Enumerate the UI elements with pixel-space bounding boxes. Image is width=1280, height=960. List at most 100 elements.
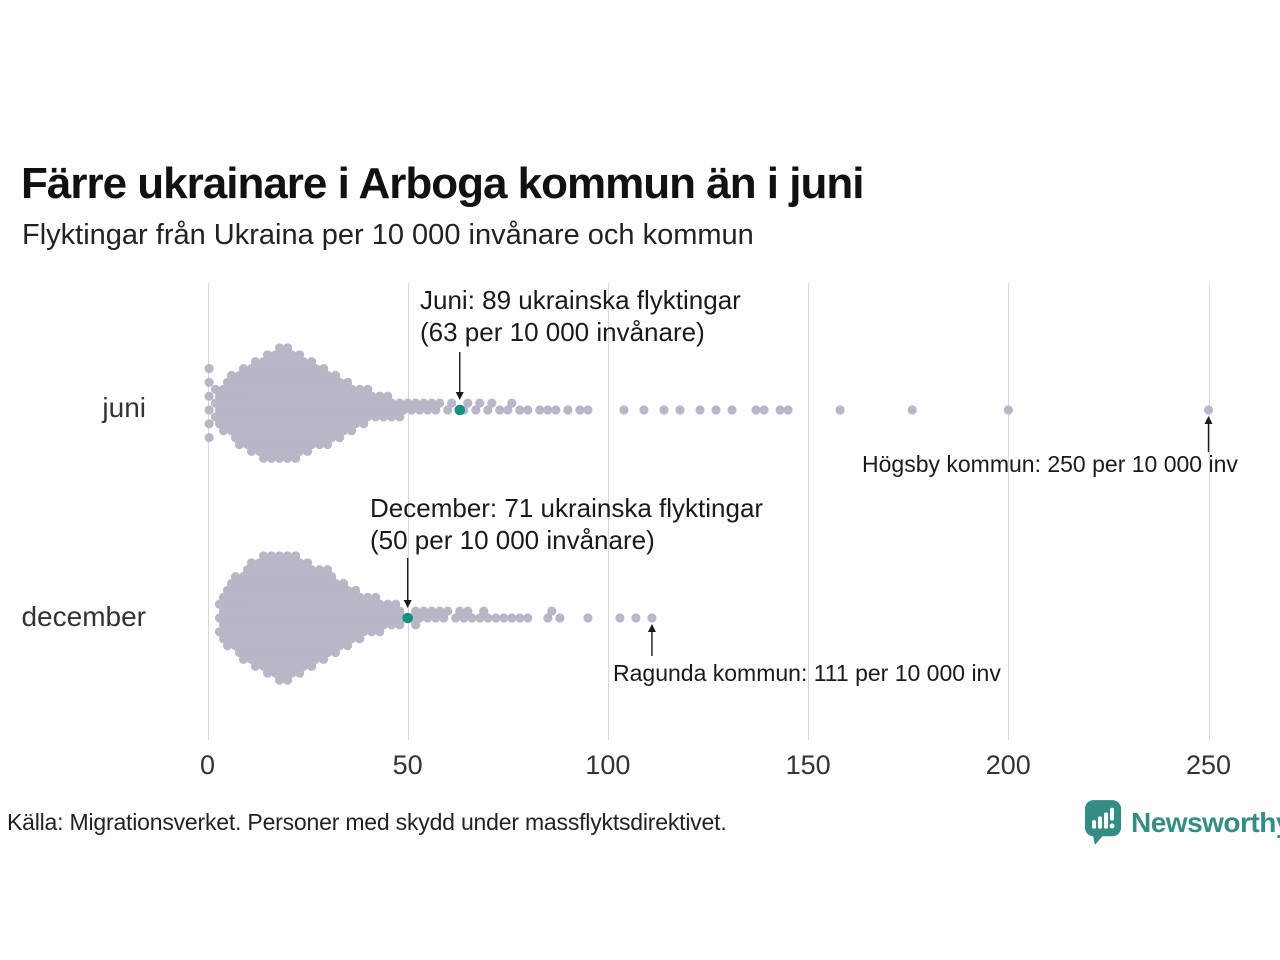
data-dot [259,439,269,450]
data-dot [204,433,214,443]
data-dot [222,585,233,596]
data-dot [675,405,685,415]
data-dot [307,647,317,658]
data-dot [303,405,313,415]
data-dot [234,398,245,408]
data-dot [639,405,649,415]
data-dot [255,446,265,456]
data-dot [475,398,485,408]
data-dot [307,398,317,408]
data-dot [311,364,321,374]
data-dot [234,592,245,602]
data-dot [303,585,313,596]
data-dot [431,405,441,415]
data-dot [387,606,397,616]
data-dot [323,426,333,436]
data-dot [311,627,321,637]
data-dot [275,661,285,671]
data-dot [515,613,525,623]
data-dot [299,412,309,422]
data-dot [263,599,273,609]
data-dot [259,453,269,463]
data-dot [475,613,485,623]
gridline [207,283,209,740]
data-dot [255,419,265,429]
data-dot [343,641,353,651]
data-dot [299,565,309,575]
data-dot [283,565,293,575]
data-dot [575,405,585,415]
x-tick-label: 150 [785,750,831,780]
data-dot [275,370,285,381]
newsworthy-logo: Newsworthy [1084,799,1280,846]
data-dot [431,613,441,623]
data-dot [759,405,769,415]
data-dot [218,592,229,602]
data-dot [331,606,341,616]
data-dot [507,613,517,623]
data-dot [287,627,297,637]
data-dot [283,551,293,561]
data-dot [250,384,261,394]
data-dot [295,405,305,415]
data-dot [238,433,249,443]
data-dot [283,439,293,450]
data-dot [214,391,225,401]
data-dot [222,419,233,429]
data-dot [246,377,257,387]
data-dot [267,426,277,436]
data-dot [427,606,437,616]
data-dot [535,405,545,415]
data-dot [255,599,265,609]
data-dot [331,426,341,436]
data-dot [230,377,241,387]
data-dot [291,661,301,671]
data-dot [507,398,517,408]
data-dot [291,551,301,561]
data-dot [299,634,309,644]
data-dot [315,412,325,422]
data-dot [255,558,265,568]
data-dot [295,419,305,429]
data-dot [315,647,325,658]
data-dot [250,426,261,436]
data-dot [323,606,333,616]
annotation-arrowhead [455,392,464,400]
data-dot [331,412,341,422]
data-dot [323,592,333,602]
data-dot [379,620,389,630]
data-dot [311,585,321,596]
data-dot [259,551,269,561]
data-dot [255,627,265,637]
data-dot [307,439,317,450]
data-dot [319,627,329,637]
data-dot [439,613,449,623]
data-dot [359,613,369,623]
data-dot [267,620,277,630]
data-dot [283,357,293,367]
data-dot [259,384,269,394]
annotation-arrowhead [647,624,656,632]
data-dot [315,578,325,589]
data-dot [319,419,329,429]
data-dot [250,357,261,367]
annotation-december-highlight: December: 71 ukrainska flyktingar (50 pe… [370,492,763,556]
data-dot [279,391,289,401]
data-dot [246,654,257,665]
data-dot [335,599,345,609]
data-dot [347,384,357,394]
data-dot [275,578,285,589]
data-dot [299,439,309,450]
data-dot [299,398,309,408]
data-dot [238,419,249,429]
data-dot [238,364,249,374]
data-dot [279,599,289,609]
data-dot [347,634,357,644]
data-dot [222,377,233,387]
data-dot [271,627,281,637]
data-dot [343,391,353,401]
data-dot [242,592,253,602]
data-dot [311,641,321,651]
data-dot [1003,405,1013,415]
data-dot [234,647,245,658]
